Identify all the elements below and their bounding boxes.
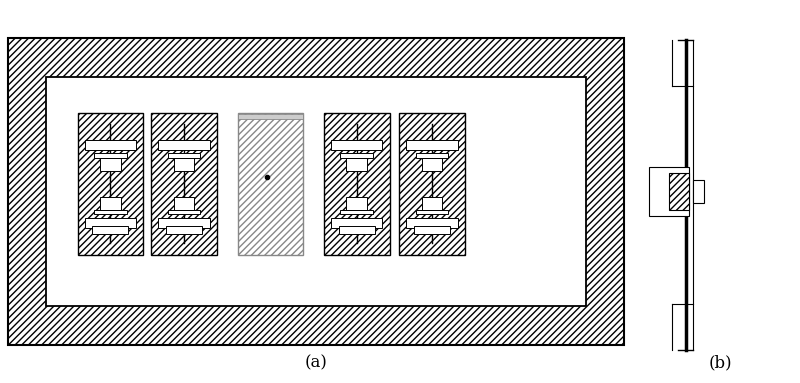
Bar (346, 158, 367, 171)
Bar (693, 180, 704, 203)
Bar (78, 113, 143, 255)
Bar (168, 210, 200, 214)
Bar (94, 153, 126, 158)
Bar (46, 77, 586, 306)
Bar (238, 113, 303, 255)
Bar (174, 158, 194, 171)
Bar (669, 173, 689, 210)
Bar (422, 158, 442, 171)
Bar (414, 226, 450, 234)
Bar (422, 196, 442, 210)
Bar (346, 196, 367, 210)
Bar (174, 196, 194, 210)
Bar (324, 113, 390, 255)
Bar (92, 226, 129, 234)
Bar (399, 113, 465, 255)
Bar (168, 153, 200, 158)
Bar (166, 226, 202, 234)
Bar (158, 140, 210, 150)
Bar (406, 218, 458, 228)
Bar (85, 140, 136, 150)
Bar (158, 218, 210, 228)
Bar (85, 218, 136, 228)
Bar (338, 226, 375, 234)
Bar (151, 113, 217, 255)
Bar (8, 38, 624, 345)
Bar (100, 196, 121, 210)
Bar (94, 210, 126, 214)
Bar (406, 140, 458, 150)
Bar (331, 140, 382, 150)
Bar (331, 218, 382, 228)
Bar (341, 153, 373, 158)
Bar (341, 210, 373, 214)
Text: (b): (b) (708, 355, 732, 372)
Bar (238, 114, 303, 119)
Bar (416, 210, 449, 214)
Bar (649, 167, 689, 216)
Bar (100, 158, 121, 171)
Text: (a): (a) (305, 355, 327, 372)
Bar (416, 153, 449, 158)
